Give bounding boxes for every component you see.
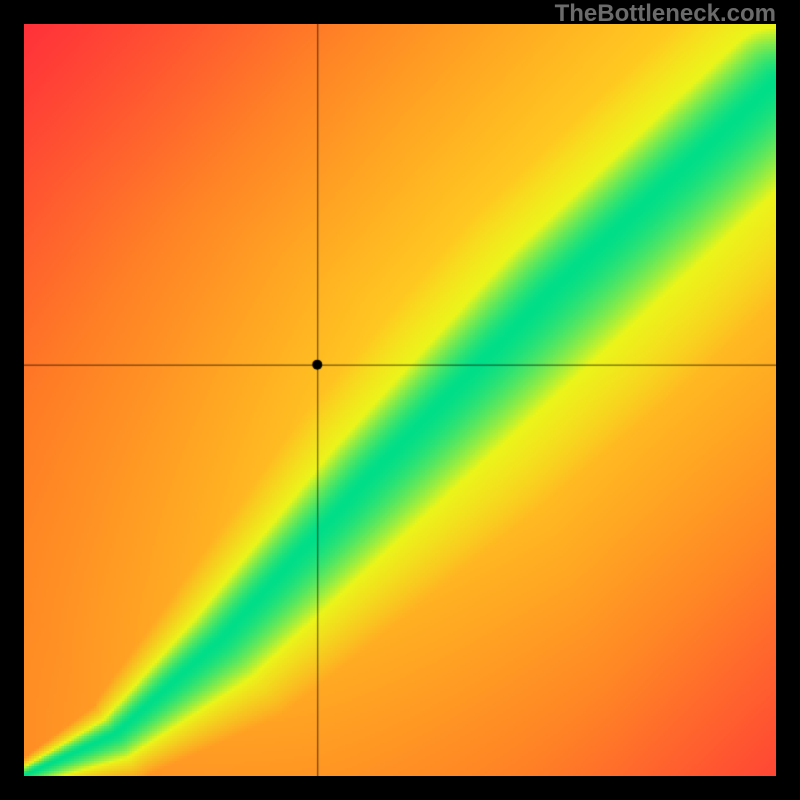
heatmap-plot [24,24,776,776]
chart-frame: TheBottleneck.com [0,0,800,800]
crosshair-overlay [24,24,776,776]
watermark-text: TheBottleneck.com [555,0,776,28]
